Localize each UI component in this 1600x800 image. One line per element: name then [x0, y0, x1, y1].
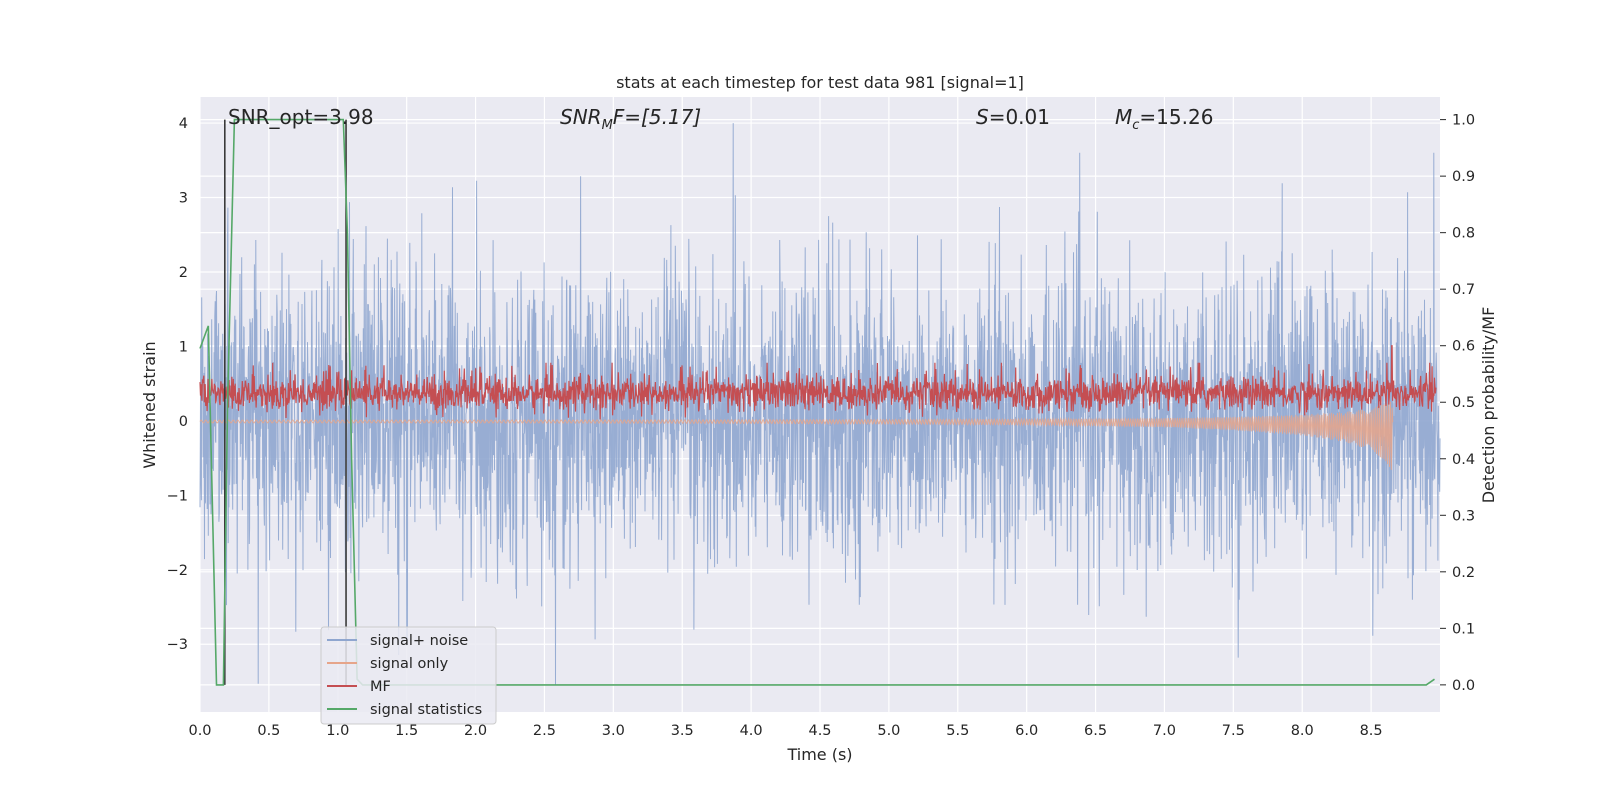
y-axis-label-right: Detection probability/MF: [1479, 307, 1498, 504]
y-tick-label-left: −2: [167, 563, 188, 579]
x-tick-label: 8.0: [1291, 723, 1314, 739]
annotation-s: S=0.01: [976, 105, 1050, 129]
y-tick-label-right: 0.2: [1452, 565, 1475, 581]
y-tick-label-right: 1.0: [1452, 113, 1475, 129]
x-tick-label: 7.0: [1153, 723, 1176, 739]
annotation-mc-subscript: c: [1132, 118, 1139, 133]
y-tick-label-left: 0: [179, 414, 188, 430]
y-tick-label-right: 0.9: [1452, 169, 1475, 185]
x-tick-label: 0.0: [188, 723, 211, 739]
legend-label-mf: MF: [370, 679, 391, 695]
annotation-mc-value: =15.26: [1139, 105, 1213, 129]
y-tick-label-left: −1: [167, 488, 188, 504]
x-tick-label: 7.5: [1222, 723, 1245, 739]
x-tick-label: 1.0: [326, 723, 349, 739]
x-tick-label: 2.0: [464, 723, 487, 739]
annotation-mc-symbol: M: [1115, 105, 1132, 129]
legend-box: [320, 626, 497, 725]
x-tick-label: 6.0: [1015, 723, 1038, 739]
legend-label-signal-only: signal only: [370, 656, 449, 672]
ticks: 0.0 0.5 1.0 1.5 2.0 2.5 3.0 3.5 4.0 4.5 5.0 5.5 6.0 6…: [167, 113, 1475, 739]
y-tick-label-left: 4: [179, 116, 188, 132]
y-tick-label-right: 0.1: [1452, 621, 1475, 637]
y-tick-label-right: 0.8: [1452, 226, 1475, 242]
x-tick-label: 4.0: [740, 723, 763, 739]
legend-label-signal-noise: signal+ noise: [370, 633, 468, 649]
x-axis-label: Time (s): [786, 745, 852, 764]
y-tick-label-right: 0.0: [1452, 678, 1475, 694]
x-tick-label: 1.5: [395, 723, 418, 739]
x-tick-label: 4.5: [808, 723, 831, 739]
legend: signal+ noise signal only MF signal stat…: [320, 626, 497, 725]
annotation-snr-mf: SNRMF=[5.17]: [560, 105, 701, 133]
x-tick-label: 6.5: [1084, 723, 1107, 739]
annotation-snr-opt: SNR_opt=3.98: [228, 105, 374, 129]
x-tick-label: 2.5: [533, 723, 556, 739]
x-tick-label: 5.5: [946, 723, 969, 739]
annotation-snr-mf-rest: F=[5.17]: [613, 105, 701, 129]
series-mf: [199, 345, 1437, 420]
x-tick-label: 8.5: [1360, 723, 1383, 739]
y-tick-label-left: 3: [179, 191, 188, 207]
y-axis-label-left: Whitened strain: [140, 341, 159, 468]
x-tick-label: 5.0: [877, 723, 900, 739]
y-tick-label-right: 0.6: [1452, 339, 1475, 355]
x-tick-label: 0.5: [257, 723, 280, 739]
annotation-mc: Mc=15.26: [1115, 105, 1213, 133]
x-tick-label: 3.0: [602, 723, 625, 739]
y-tick-label-right: 0.4: [1452, 452, 1475, 468]
annotation-snr-mf-symbol: SNR: [560, 105, 602, 129]
y-tick-label-left: −3: [167, 637, 188, 653]
y-tick-label-right: 0.3: [1452, 508, 1475, 524]
y-tick-label-right: 0.5: [1452, 395, 1475, 411]
legend-label-signal-statistics: signal statistics: [370, 702, 482, 718]
series-signal-only: [199, 401, 1394, 470]
annotation-s-symbol: S: [976, 105, 989, 129]
y-tick-label-left: 2: [179, 265, 188, 281]
y-tick-label-left: 1: [179, 339, 188, 355]
annotation-snr-mf-subscript: M: [602, 118, 613, 133]
chart-title: stats at each timestep for test data 981…: [616, 73, 1024, 92]
x-tick-label: 3.5: [671, 723, 694, 739]
annotation-s-value: =0.01: [989, 105, 1050, 129]
y-tick-label-right: 0.7: [1452, 282, 1475, 298]
